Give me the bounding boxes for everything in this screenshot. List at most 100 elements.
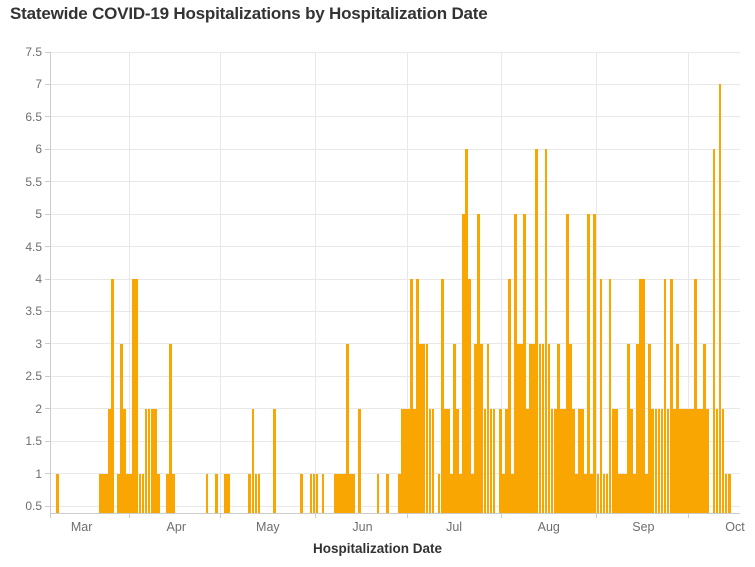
hospitalizations-bar[interactable] (440, 279, 444, 513)
hospitalizations-bar[interactable] (593, 214, 597, 513)
hospitalizations-bar[interactable] (156, 473, 160, 513)
hospitalizations-bar[interactable] (376, 473, 380, 513)
hospitalizations-bar[interactable] (56, 473, 59, 513)
hospitalizations-bar[interactable] (663, 279, 667, 513)
hospitalizations-bar[interactable] (248, 473, 252, 513)
hospitalizations-bar[interactable] (565, 214, 569, 513)
hospitalizations-bar[interactable] (712, 149, 716, 513)
hospitalizations-bar[interactable] (645, 473, 649, 513)
hospitalizations-bar[interactable] (205, 473, 209, 513)
hospitalizations-bar[interactable] (718, 84, 722, 513)
hospitalizations-bar[interactable] (474, 343, 478, 513)
hospitalizations-bar[interactable] (520, 343, 523, 513)
hospitalizations-bar[interactable] (532, 343, 536, 513)
hospitalizations-bar[interactable] (468, 279, 472, 513)
hospitalizations-bar[interactable] (172, 473, 175, 513)
hospitalizations-bar[interactable] (425, 343, 429, 513)
hospitalizations-bar[interactable] (340, 473, 343, 513)
hospitalizations-bar[interactable] (101, 473, 105, 513)
hospitalizations-bar[interactable] (333, 473, 337, 513)
hospitalizations-bar[interactable] (514, 214, 517, 513)
hospitalizations-bar[interactable] (648, 343, 652, 513)
hospitalizations-bar[interactable] (553, 408, 557, 513)
hospitalizations-bar[interactable] (141, 473, 145, 513)
hospitalizations-bar[interactable] (346, 343, 349, 513)
hospitalizations-bar[interactable] (117, 473, 120, 513)
hospitalizations-bar[interactable] (407, 408, 410, 513)
hospitalizations-bar[interactable] (129, 473, 133, 513)
hospitalizations-bar[interactable] (489, 408, 493, 513)
hospitalizations-bar[interactable] (431, 408, 435, 513)
hospitalizations-bar[interactable] (398, 473, 401, 513)
hospitalizations-bar[interactable] (104, 473, 108, 513)
hospitalizations-bar[interactable] (706, 408, 710, 513)
hospitalizations-bar[interactable] (144, 408, 148, 513)
hospitalizations-bar[interactable] (126, 473, 130, 513)
hospitalizations-bar[interactable] (465, 149, 468, 513)
hospitalizations-bar[interactable] (529, 343, 533, 513)
hospitalizations-bar[interactable] (315, 473, 319, 513)
hospitalizations-bar[interactable] (166, 473, 169, 513)
hospitalizations-bar[interactable] (471, 473, 475, 513)
hospitalizations-bar[interactable] (562, 408, 566, 513)
hospitalizations-bar[interactable] (627, 343, 630, 513)
hospitalizations-bar[interactable] (581, 408, 584, 513)
hospitalizations-bar[interactable] (358, 408, 362, 513)
hospitalizations-bar[interactable] (135, 279, 139, 513)
hospitalizations-bar[interactable] (251, 408, 255, 513)
hospitalizations-bar[interactable] (501, 473, 505, 513)
hospitalizations-bar[interactable] (120, 343, 123, 513)
hospitalizations-bar[interactable] (636, 343, 639, 513)
hospitalizations-bar[interactable] (169, 343, 172, 513)
hospitalizations-bar[interactable] (312, 473, 316, 513)
hospitalizations-bar[interactable] (507, 279, 511, 513)
hospitalizations-bar[interactable] (578, 408, 581, 513)
hospitalizations-bar[interactable] (724, 473, 728, 513)
hospitalizations-bar[interactable] (535, 149, 539, 513)
hospitalizations-bar[interactable] (694, 279, 697, 513)
hospitalizations-bar[interactable] (419, 343, 423, 513)
hospitalizations-bar[interactable] (611, 408, 615, 513)
hospitalizations-bar[interactable] (321, 473, 325, 513)
hospitalizations-bar[interactable] (111, 279, 114, 513)
hospitalizations-bar[interactable] (449, 473, 453, 513)
hospitalizations-bar[interactable] (428, 408, 432, 513)
hospitalizations-bar[interactable] (556, 343, 560, 513)
hospitalizations-bar[interactable] (584, 473, 588, 513)
hospitalizations-bar[interactable] (691, 408, 694, 513)
hospitalizations-bar[interactable] (108, 408, 111, 513)
hospitalizations-bar[interactable] (511, 473, 514, 513)
hospitalizations-bar[interactable] (614, 408, 618, 513)
hospitalizations-bar[interactable] (721, 408, 725, 513)
hospitalizations-bar[interactable] (453, 343, 456, 513)
hospitalizations-bar[interactable] (666, 408, 670, 513)
hospitalizations-bar[interactable] (480, 343, 484, 513)
hospitalizations-bar[interactable] (413, 408, 417, 513)
hospitalizations-bar[interactable] (620, 473, 624, 513)
hospitalizations-bar[interactable] (483, 408, 487, 513)
hospitalizations-bar[interactable] (504, 408, 508, 513)
hospitalizations-bar[interactable] (257, 473, 261, 513)
hospitalizations-bar[interactable] (678, 408, 682, 513)
hospitalizations-bar[interactable] (98, 473, 102, 513)
hospitalizations-bar[interactable] (590, 473, 594, 513)
hospitalizations-bar[interactable] (132, 279, 136, 513)
hospitalizations-bar[interactable] (587, 214, 591, 513)
hospitalizations-bar[interactable] (437, 473, 441, 513)
hospitalizations-bar[interactable] (651, 408, 655, 513)
hospitalizations-bar[interactable] (343, 473, 346, 513)
hospitalizations-bar[interactable] (541, 343, 545, 513)
hospitalizations-bar[interactable] (422, 343, 426, 513)
hospitalizations-bar[interactable] (492, 408, 496, 513)
hospitalizations-bar[interactable] (669, 279, 673, 513)
hospitalizations-bar[interactable] (517, 343, 520, 513)
hospitalizations-bar[interactable] (224, 473, 227, 513)
hospitalizations-bar[interactable] (352, 473, 355, 513)
hospitalizations-bar[interactable] (150, 408, 154, 513)
hospitalizations-bar[interactable] (254, 473, 258, 513)
hospitalizations-bar[interactable] (446, 408, 450, 513)
hospitalizations-bar[interactable] (599, 279, 603, 513)
hospitalizations-bar[interactable] (462, 214, 465, 513)
hospitalizations-bar[interactable] (300, 473, 304, 513)
hospitalizations-bar[interactable] (153, 408, 157, 513)
